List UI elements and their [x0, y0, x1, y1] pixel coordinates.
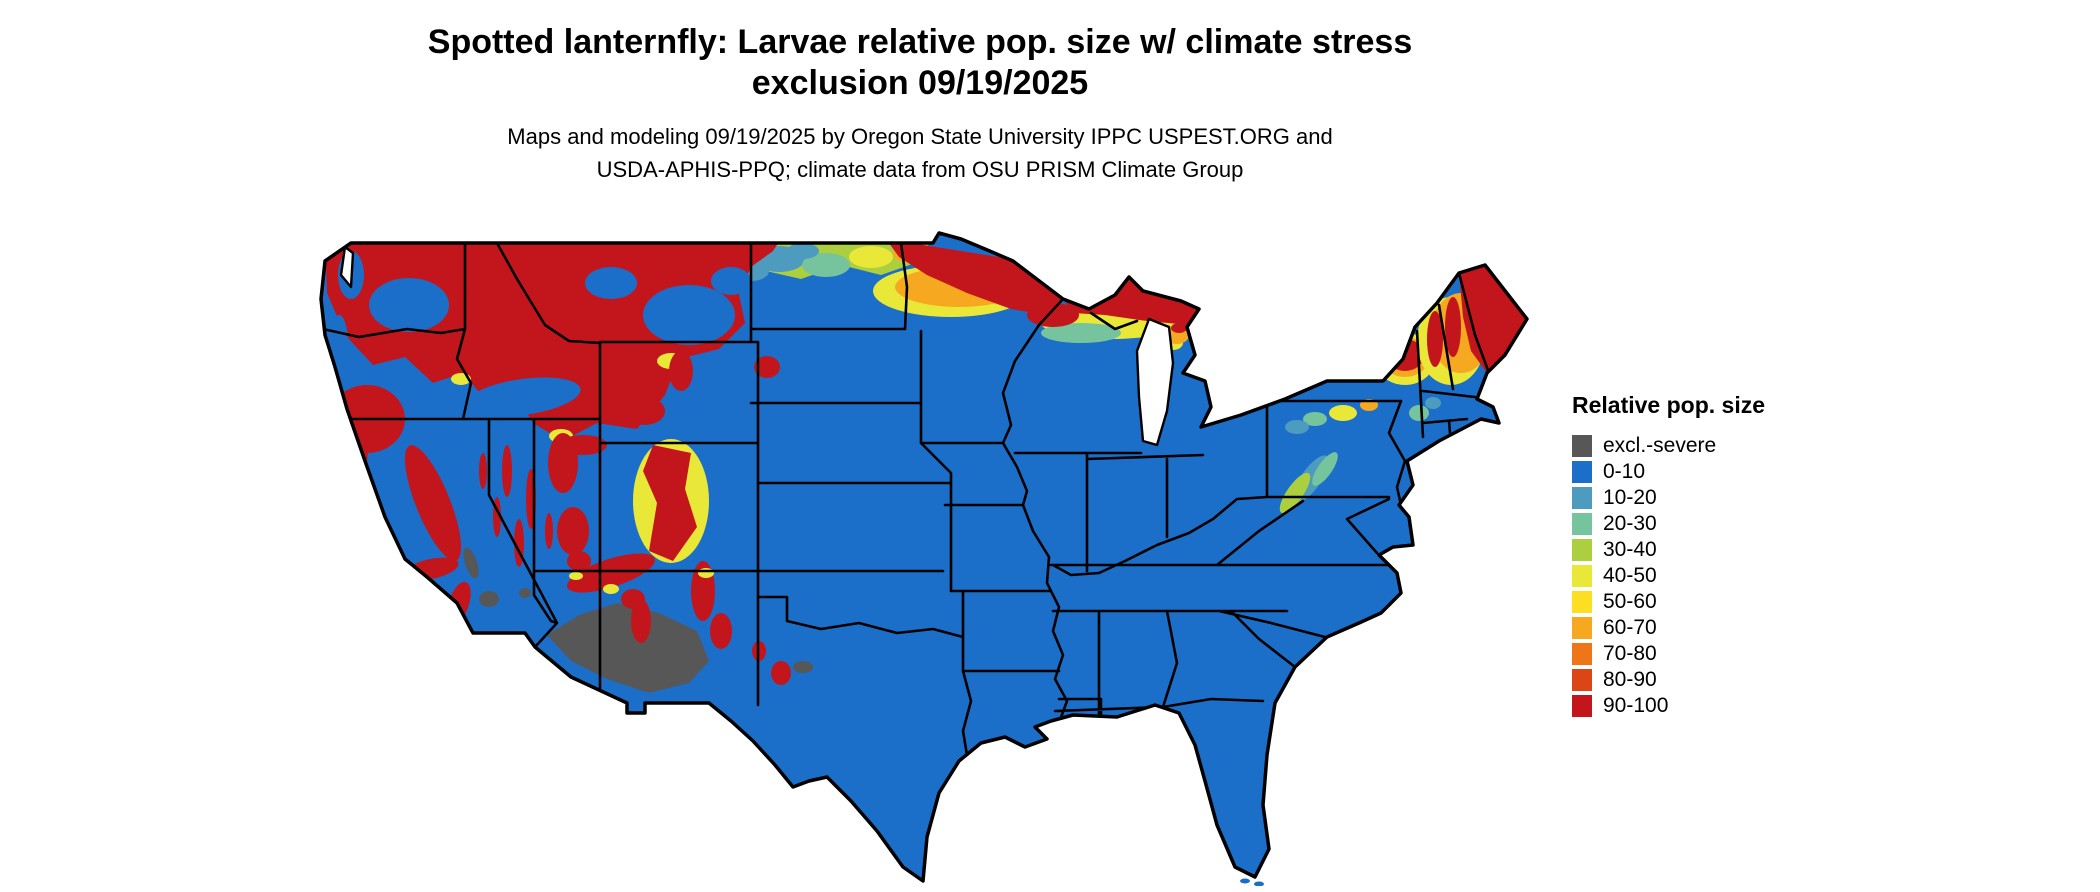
legend-item: excl.-severe: [1572, 433, 1872, 458]
legend-item: 20-30: [1572, 511, 1872, 536]
page-subtitle: Maps and modeling 09/19/2025 by Oregon S…: [0, 120, 1840, 186]
legend-swatch: [1572, 668, 1592, 691]
puget-sound: [339, 245, 355, 289]
legend-label: 10-20: [1603, 485, 1657, 509]
legend-swatch: [1572, 512, 1592, 535]
us-choropleth-map: [311, 231, 1529, 886]
title-line-1: Spotted lanternfly: Larvae relative pop.…: [427, 23, 1413, 61]
legend-item: 40-50: [1572, 563, 1872, 588]
us-map-svg: [319, 231, 1529, 886]
region-northwest-lowlands-low: [330, 251, 751, 417]
region-excluded-southwest: [463, 547, 813, 693]
legend-item: 30-40: [1572, 537, 1872, 562]
legend-swatch: [1572, 434, 1592, 457]
legend-item: 60-70: [1572, 615, 1872, 640]
lake-michigan: [1135, 317, 1175, 447]
legend-label: excl.-severe: [1603, 433, 1717, 457]
legend-item: 90-100: [1572, 693, 1872, 718]
legend-label: 60-70: [1603, 615, 1657, 639]
legend-item: 0-10: [1572, 459, 1872, 484]
state-borders: [321, 241, 1491, 757]
legend-swatch: [1572, 590, 1592, 613]
legend-swatch: [1572, 642, 1592, 665]
map-header: Spotted lanternfly: Larvae relative pop.…: [0, 22, 1840, 186]
legend-swatch: [1572, 538, 1592, 561]
legend-swatch: [1572, 694, 1592, 717]
region-northern-minnesota-high: [873, 239, 1063, 317]
legend-item: 80-90: [1572, 667, 1872, 692]
great-lakes: [339, 245, 1175, 447]
title-line-2: exclusion 09/19/2025: [751, 64, 1089, 102]
legend-label: 70-80: [1603, 641, 1657, 665]
us-outline: [319, 231, 1529, 883]
legend-title: Relative pop. size: [1572, 392, 1766, 418]
map-legend: Relative pop. size excl.-severe 0-10 10-…: [1572, 392, 1872, 719]
legend-label: 50-60: [1603, 589, 1657, 613]
region-appalachian-speckles: [1279, 397, 1441, 514]
legend-label: 40-50: [1603, 563, 1657, 587]
legend-swatch: [1572, 460, 1592, 483]
legend-item: 70-80: [1572, 641, 1872, 666]
legend-swatch: [1572, 486, 1592, 509]
legend-item: 50-60: [1572, 589, 1872, 614]
legend-label: 20-30: [1603, 511, 1657, 535]
legend-label: 0-10: [1603, 459, 1646, 483]
legend-label: 90-100: [1603, 693, 1669, 717]
legend-label: 80-90: [1603, 667, 1657, 691]
subtitle-line-2: USDA-APHIS-PPQ; climate data from OSU PR…: [596, 157, 1244, 182]
page-title: Spotted lanternfly: Larvae relative pop.…: [0, 22, 1840, 104]
florida-keys: [1240, 878, 1264, 886]
legend-item: 10-20: [1572, 485, 1872, 510]
subtitle-line-1: Maps and modeling 09/19/2025 by Oregon S…: [507, 124, 1333, 149]
region-upper-michigan-high: [1027, 277, 1199, 343]
legend-swatch: [1572, 564, 1592, 587]
legend-label: 30-40: [1603, 537, 1657, 561]
legend-swatch: [1572, 616, 1592, 639]
